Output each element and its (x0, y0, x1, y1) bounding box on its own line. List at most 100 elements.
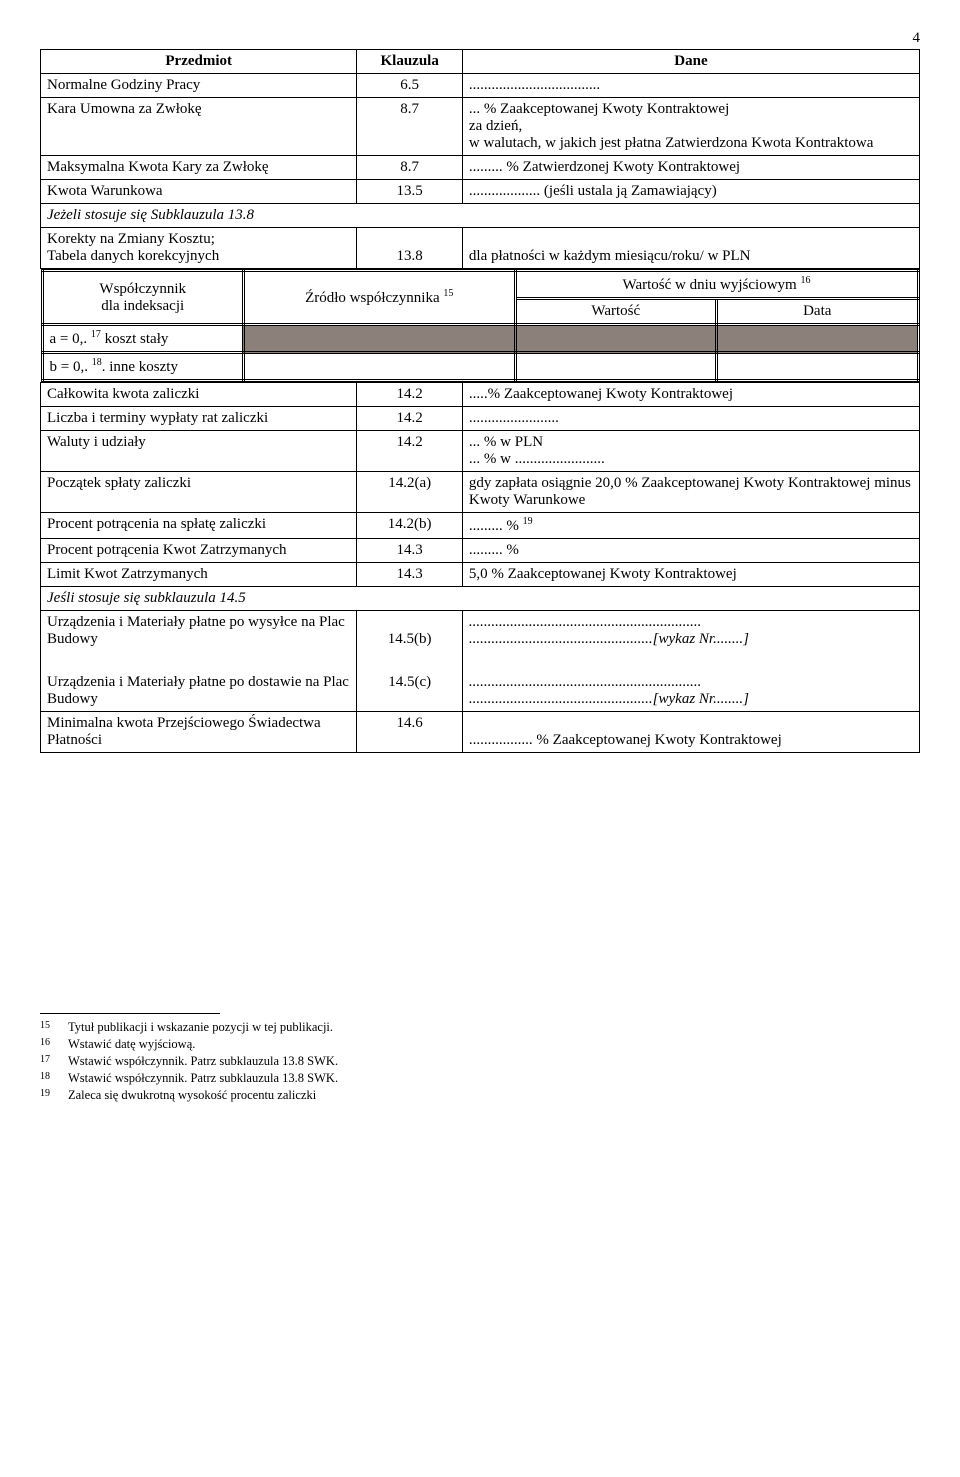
idx-b-c1 (243, 353, 515, 381)
idx-h1: Współczynnik dla indeksacji (42, 271, 243, 325)
cell: ... % w PLN ... % w ....................… (462, 431, 919, 472)
footnote-16: 16 Wstawić datę wyjściową. (40, 1037, 920, 1052)
t: ......... % (469, 518, 523, 534)
idx-row-a: a = 0,. 17 koszt stały (42, 325, 918, 353)
row-poczatek-splaty: Początek spłaty zaliczki 14.2(a) gdy zap… (41, 472, 920, 513)
cell: 13.8 (357, 228, 462, 269)
header-row: Przedmiot Klauzula Dane (41, 50, 920, 74)
cell: Maksymalna Kwota Kary za Zwłokę (41, 156, 357, 180)
cell: 14.2 (357, 431, 462, 472)
row-korekty: Korekty na Zmiany Kosztu; Tabela danych … (41, 228, 920, 269)
header-c2: Klauzula (357, 50, 462, 74)
idx-a-shaded3 (716, 325, 918, 353)
cell: Jeśli stosuje się subklauzula 14.5 (41, 587, 920, 611)
sup: 19 (523, 516, 533, 527)
cell: ........................ (462, 407, 919, 431)
footnotes: 15 Tytuł publikacji i wskazanie pozycji … (40, 1013, 920, 1103)
cell: Liczba i terminy wypłaty rat zaliczki (41, 407, 357, 431)
main-table: Przedmiot Klauzula Dane Normalne Godziny… (40, 49, 920, 753)
row-kwota-war: Kwota Warunkowa 13.5 ...................… (41, 180, 920, 204)
row-procent-kwot: Procent potrącenia Kwot Zatrzymanych 14.… (41, 539, 920, 563)
cell: 14.2(b) (357, 513, 462, 539)
t: koszt stały (101, 331, 169, 347)
row-waluty: Waluty i udziały 14.2 ... % w PLN ... % … (41, 431, 920, 472)
fn-text: Zaleca się dwukrotną wysokość procentu z… (68, 1088, 920, 1103)
idx-b-c2 (515, 353, 716, 381)
cell: Waluty i udziały (41, 431, 357, 472)
cell: ... % Zaakceptowanej Kwoty Kontraktowej … (462, 98, 919, 156)
t: Źródło współczynnika (305, 290, 443, 306)
fn-text: Wstawić datę wyjściową. (68, 1037, 920, 1052)
index-table: Współczynnik dla indeksacji Źródło współ… (41, 269, 920, 382)
row-urzadzenia-wysylka: Urządzenia i Materiały płatne po wysyłce… (41, 611, 920, 652)
row-urzadzenia-dostawa: Urządzenia i Materiały płatne po dostawi… (41, 671, 920, 712)
cell: 6.5 (357, 74, 462, 98)
row-max-kara: Maksymalna Kwota Kary za Zwłokę 8.7 ....… (41, 156, 920, 180)
cell: 8.7 (357, 156, 462, 180)
cell: 14.3 (357, 539, 462, 563)
footnote-15: 15 Tytuł publikacji i wskazanie pozycji … (40, 1020, 920, 1035)
cell: .....% Zaakceptowanej Kwoty Kontraktowej (462, 383, 919, 407)
cell: 8.7 (357, 98, 462, 156)
cell: Procent potrącenia na spłatę zaliczki (41, 513, 357, 539)
t: b = 0,. (50, 359, 92, 375)
cell: gdy zapłata osiągnie 20,0 % Zaakceptowan… (462, 472, 919, 513)
cell: Normalne Godziny Pracy (41, 74, 357, 98)
cell: ................................... (462, 74, 919, 98)
cell: ........................................… (462, 611, 919, 652)
row-spacer (41, 651, 920, 671)
fn-num: 17 (40, 1054, 68, 1069)
cell: 14.2(a) (357, 472, 462, 513)
cell: Korekty na Zmiany Kosztu; Tabela danych … (41, 228, 357, 269)
cell: Urządzenia i Materiały płatne po wysyłce… (41, 611, 357, 652)
cell: ........................................… (462, 671, 919, 712)
idx-a: a = 0,. 17 koszt stały (42, 325, 243, 353)
row-liczba-terminy: Liczba i terminy wypłaty rat zaliczki 14… (41, 407, 920, 431)
footnote-19: 19 Zaleca się dwukrotną wysokość procent… (40, 1088, 920, 1103)
idx-a-shaded1 (243, 325, 515, 353)
row-index-table: Współczynnik dla indeksacji Źródło współ… (41, 269, 920, 383)
cell: Jeżeli stosuje się Subklauzula 13.8 (41, 204, 920, 228)
sup: 18 (92, 357, 102, 368)
t: . inne koszty (102, 359, 178, 375)
cell: 14.5(b) (357, 611, 462, 652)
cell: Początek spłaty zaliczki (41, 472, 357, 513)
row-subclause-14-5: Jeśli stosuje się subklauzula 14.5 (41, 587, 920, 611)
cell: ......... % (462, 539, 919, 563)
footnote-18: 18 Wstawić współczynnik. Patrz subklauzu… (40, 1071, 920, 1086)
row-kara-umowna: Kara Umowna za Zwłokę 8.7 ... % Zaakcept… (41, 98, 920, 156)
idx-b-c3 (716, 353, 918, 381)
cell: Urządzenia i Materiały płatne po dostawi… (41, 671, 357, 712)
cell: 14.3 (357, 563, 462, 587)
cell: 14.2 (357, 407, 462, 431)
cell (41, 651, 357, 671)
idx-a-shaded2 (515, 325, 716, 353)
sup: 15 (443, 288, 453, 299)
cell (462, 651, 919, 671)
cell: Procent potrącenia Kwot Zatrzymanych (41, 539, 357, 563)
idx-sub1: Wartość (515, 299, 716, 325)
fn-num: 16 (40, 1037, 68, 1052)
sup: 17 (91, 329, 101, 340)
cell: dla płatności w każdym miesiącu/roku/ w … (462, 228, 919, 269)
cell: 5,0 % Zaakceptowanej Kwoty Kontraktowej (462, 563, 919, 587)
row-normal-hours: Normalne Godziny Pracy 6.5 .............… (41, 74, 920, 98)
header-c3: Dane (462, 50, 919, 74)
cell: Całkowita kwota zaliczki (41, 383, 357, 407)
fn-text: Wstawić współczynnik. Patrz subklauzula … (68, 1054, 920, 1069)
fn-text: Tytuł publikacji i wskazanie pozycji w t… (68, 1020, 920, 1035)
page-number: 4 (40, 30, 920, 47)
cell: Minimalna kwota Przejściowego Świadectwa… (41, 712, 357, 753)
idx-h3: Wartość w dniu wyjściowym 16 (515, 271, 918, 299)
cell: ......... % 19 (462, 513, 919, 539)
t: a = 0,. (50, 331, 91, 347)
cell: 14.5(c) (357, 671, 462, 712)
cell: 14.2 (357, 383, 462, 407)
header-c1: Przedmiot (41, 50, 357, 74)
row-calk-zaliczka: Całkowita kwota zaliczki 14.2 .....% Zaa… (41, 383, 920, 407)
row-procent-splate: Procent potrącenia na spłatę zaliczki 14… (41, 513, 920, 539)
row-limit-kwot: Limit Kwot Zatrzymanych 14.3 5,0 % Zaakc… (41, 563, 920, 587)
cell: 13.5 (357, 180, 462, 204)
idx-header-row: Współczynnik dla indeksacji Źródło współ… (42, 271, 918, 299)
row-subclause-13-8: Jeżeli stosuje się Subklauzula 13.8 (41, 204, 920, 228)
